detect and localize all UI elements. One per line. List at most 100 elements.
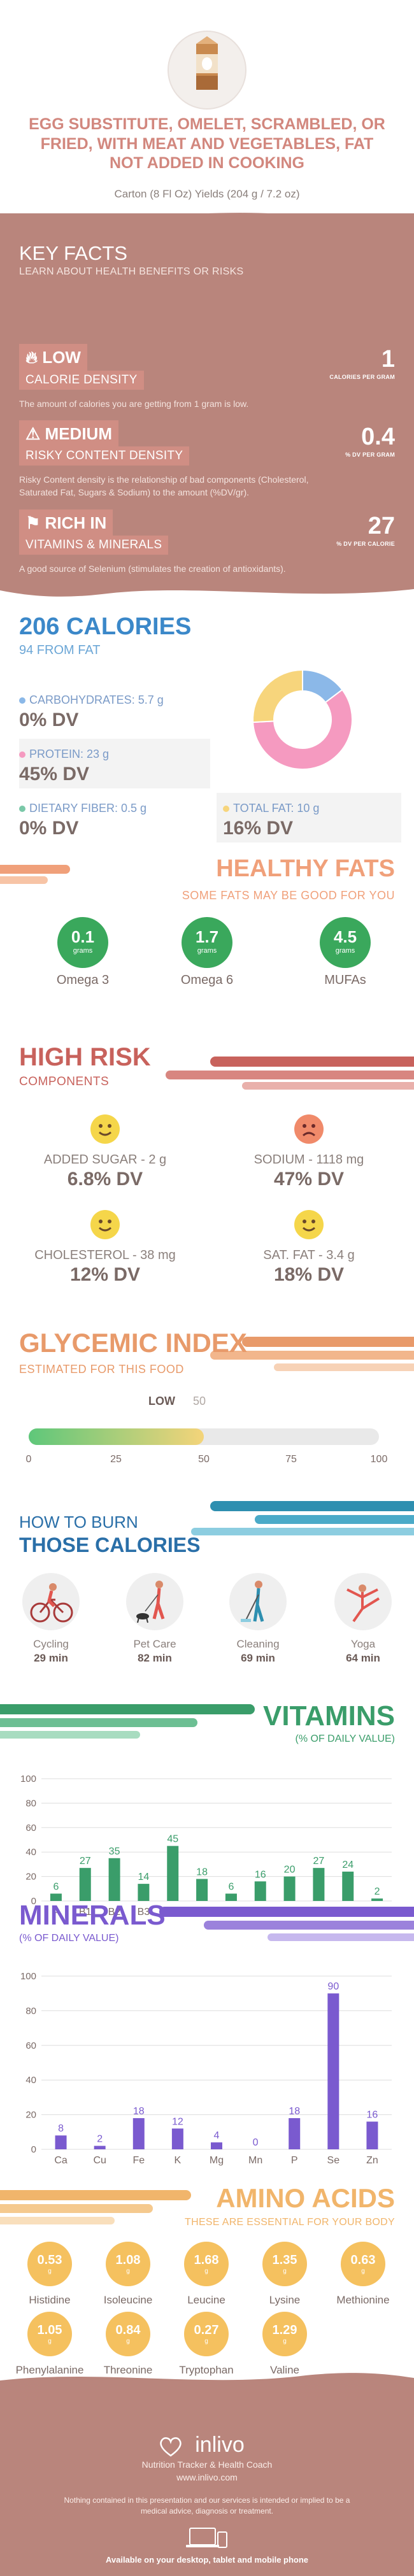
fat-unit: grams — [73, 947, 93, 955]
decor-bars — [159, 1907, 414, 1941]
fact-level: LOW — [42, 348, 81, 367]
availability-text: Available on your desktop, tablet and mo… — [105, 2555, 309, 2565]
decor-bars — [210, 1337, 414, 1371]
healthy-fats-subtitle: SOME FATS MAY BE GOOD FOR YOU — [182, 889, 395, 902]
devices-icon — [186, 2528, 227, 2548]
heart-logo-icon — [160, 2437, 182, 2457]
happy-face-icon — [294, 1210, 324, 1239]
minerals-bar-chart: 0 20 40 60 80 100 8 Ca 2 Cu 18 Fe 12 K 4 Mg 0 Mn 18 P 90 Se 16… — [20, 1971, 392, 2166]
bar-B3 — [138, 1884, 150, 1901]
healthy-fats-title: HEALTHY FATS — [216, 855, 395, 882]
amino-unit: g — [48, 2268, 52, 2275]
fact-tag: RISKY CONTENT DENSITY — [19, 446, 190, 466]
calories-from-fat: 94 FROM FAT — [19, 643, 101, 657]
macro-donut-chart — [252, 669, 353, 770]
protein-label: PROTEIN: 23 g — [29, 748, 110, 760]
key-facts-subtitle: LEARN ABOUT HEALTH BENEFITS OR RISKS — [19, 266, 244, 277]
amino-circle: 0.27 g — [184, 2312, 229, 2356]
protein-dv: 45% DV — [19, 764, 90, 785]
y-tick-label: 100 — [20, 1971, 36, 1982]
fact-description: A good source of Selenium (stimulates th… — [19, 564, 286, 574]
amino-acid-phenylalanine: 1.05 g Phenylalanine — [15, 2312, 85, 2377]
sad-face-icon — [294, 1114, 324, 1144]
y-tick-label: 0 — [31, 2144, 36, 2155]
amino-circle: 1.29 g — [262, 2312, 307, 2356]
fiber-stat: DIETARY FIBER: 0.5 g 0% DV — [19, 793, 210, 843]
amino-name: Isoleucine — [103, 2294, 153, 2306]
fact-risky-content: ⚠ MEDIUM RISKY CONTENT DENSITY Risky Con… — [19, 420, 395, 499]
amino-circle: 0.53 g — [27, 2242, 72, 2286]
amino-unit: g — [283, 2268, 287, 2275]
minerals-title: MINERALS — [19, 1900, 166, 1931]
amino-acid-threonine: 0.84 g Threonine — [93, 2312, 163, 2377]
high-risk-title: HIGH RISK — [19, 1043, 151, 1071]
fact-description: The amount of calories you are getting f… — [19, 399, 249, 409]
fact-value: 27 — [368, 513, 395, 539]
fact-rich-in: ⚑ RICH IN VITAMINS & MINERALS A good sou… — [19, 509, 395, 575]
amino-value: 0.27 — [194, 2323, 219, 2337]
amino-name: Valine — [270, 2364, 299, 2376]
data-label-Cu: 2 — [97, 2134, 103, 2145]
data-label-Mn: 0 — [253, 2137, 259, 2148]
x-tick-Cu: Cu — [93, 2155, 106, 2166]
amino-acids-title: AMINO ACIDS — [216, 2183, 395, 2213]
happy-face-icon — [90, 1114, 120, 1144]
risk-label: ADDED SUGAR - 2 g — [43, 1153, 167, 1167]
decor-bars — [166, 1057, 414, 1090]
fact-unit: % DV PER GRAM — [345, 452, 395, 458]
vitamins-title: VITAMINS — [263, 1700, 395, 1732]
activity-name: Cleaning — [236, 1638, 280, 1650]
data-label-Ca: 8 — [58, 2123, 64, 2134]
decor-bars — [0, 2190, 191, 2224]
risk-sat-fat: SAT. FAT - 3.4 g 18% DV — [217, 1210, 401, 1286]
bar-Cu — [94, 2145, 106, 2149]
fat-value: 4.5 — [333, 927, 357, 946]
risk-label: CHOLESTEROL - 38 mg — [34, 1248, 176, 1262]
footer — [0, 2382, 414, 2576]
amino-name: Histidine — [29, 2294, 71, 2306]
carbs-dv: 0% DV — [19, 709, 79, 730]
brand-url[interactable]: www.inlivo.com — [176, 2472, 238, 2482]
glycemic-level: LOW — [148, 1395, 175, 1407]
x-tick-B3: B3 — [138, 1907, 150, 1918]
amino-name: Tryptophan — [179, 2364, 234, 2376]
flag-icon-label: ⚑ RICH IN — [19, 509, 113, 536]
risk-dv: 12% DV — [69, 1264, 141, 1285]
y-tick-label: 40 — [25, 1847, 36, 1858]
bar-C — [283, 1876, 296, 1901]
flame-icon-label: 🔥︎ LOW — [19, 344, 87, 371]
data-label-B1: 27 — [80, 1856, 91, 1867]
high-risk-subtitle: COMPONENTS — [19, 1075, 110, 1088]
amino-acid-valine: 1.29 g Valine — [250, 2312, 320, 2377]
egg-carton-icon — [196, 36, 218, 90]
amino-acid-isoleucine: 1.08 g Isoleucine — [93, 2242, 163, 2307]
bar-B6 — [196, 1879, 208, 1901]
data-label-Zn: 16 — [367, 2109, 378, 2120]
fat-unit: grams — [335, 947, 355, 955]
amino-acid-grid: 0.53 g Histidine 1.08 g Isoleucine 1.68 g Leucin… — [0, 2242, 414, 2376]
risk-label: SODIUM - 1118 mg — [253, 1153, 364, 1167]
y-tick-label: 80 — [25, 2005, 36, 2016]
protein-dot — [19, 751, 25, 758]
risk-dv: 47% DV — [273, 1169, 345, 1190]
y-tick-label: 0 — [31, 1896, 36, 1907]
fact-value: 0.4 — [361, 423, 395, 450]
activity-yoga: Yoga 64 min — [322, 1573, 404, 1665]
activity-minutes: 82 min — [138, 1652, 172, 1664]
carbs-dot — [19, 697, 25, 704]
amino-value: 1.08 — [115, 2253, 141, 2267]
fat-value: 0.1 — [71, 927, 95, 946]
x-tick-K: K — [175, 2155, 182, 2166]
data-label-C: 20 — [284, 1865, 296, 1875]
fat-circle: 0.1 grams — [57, 917, 108, 968]
bar-Zn — [366, 2121, 378, 2149]
amino-circle: 1.35 g — [262, 2242, 307, 2286]
bar-Fe — [132, 2118, 145, 2149]
amino-value: 0.53 — [37, 2253, 62, 2267]
x-tick-P: P — [291, 2155, 298, 2166]
amino-circle: 1.08 g — [106, 2242, 150, 2286]
data-label-B6: 18 — [196, 1867, 208, 1877]
data-label-P: 18 — [289, 2106, 300, 2117]
fat-label: TOTAL FAT: 10 g — [233, 802, 320, 815]
risk-cholesterol: CHOLESTEROL - 38 mg 12% DV — [13, 1210, 197, 1286]
